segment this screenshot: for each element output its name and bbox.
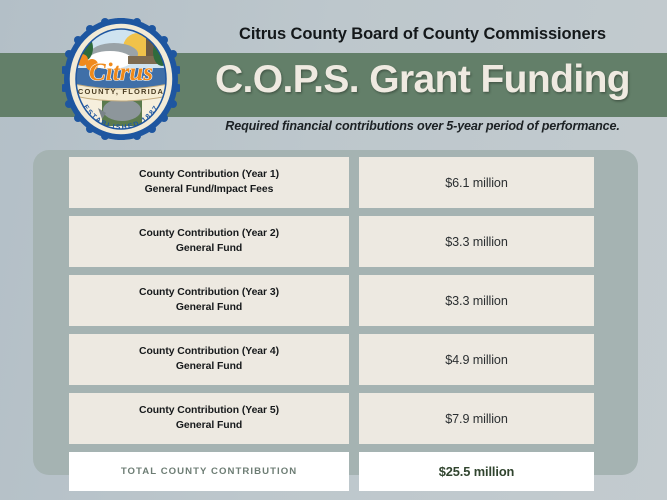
- row-label-cell: County Contribution (Year 5) General Fun…: [69, 393, 349, 444]
- header-text-block: Citrus County Board of County Commission…: [200, 0, 667, 150]
- row-label-line2: General Fund: [175, 360, 243, 372]
- total-label-text: TOTAL COUNTY CONTRIBUTION: [120, 466, 298, 477]
- funding-table-panel: County Contribution (Year 1) General Fun…: [33, 150, 638, 491]
- row-label-cell: County Contribution (Year 2) General Fun…: [69, 216, 349, 267]
- row-value-cell: $7.9 million: [359, 393, 594, 444]
- table-row: County Contribution (Year 5) General Fun…: [69, 393, 594, 444]
- row-label-cell: County Contribution (Year 4) General Fun…: [69, 334, 349, 385]
- organization-title: Citrus County Board of County Commission…: [239, 25, 606, 43]
- row-value-text: $3.3 million: [445, 234, 508, 249]
- svg-text:COUNTY, FLORIDA: COUNTY, FLORIDA: [78, 87, 164, 96]
- total-value-text: $25.5 million: [438, 464, 515, 479]
- row-value-cell: $4.9 million: [359, 334, 594, 385]
- row-label-line2: General Fund: [175, 242, 243, 254]
- row-label-text: County Contribution (Year 3) General Fun…: [139, 286, 279, 315]
- table-row: County Contribution (Year 1) General Fun…: [69, 157, 594, 208]
- row-label-line1: County Contribution (Year 4): [138, 346, 280, 358]
- row-label-line1: County Contribution (Year 3): [138, 287, 280, 299]
- row-label-line1: County Contribution (Year 1): [138, 169, 280, 181]
- total-value-cell: $25.5 million: [359, 452, 594, 491]
- row-value-text: $3.3 million: [445, 293, 508, 308]
- svg-text:Citrus: Citrus: [89, 59, 153, 86]
- row-value-text: $6.1 million: [445, 175, 508, 190]
- total-label-cell: TOTAL COUNTY CONTRIBUTION: [69, 452, 349, 491]
- row-label-line2: General Fund: [175, 419, 243, 431]
- row-label-text: County Contribution (Year 1) General Fun…: [139, 168, 279, 197]
- page-header: Citrus COUNTY, FLORIDA ★ ESTABLISHED 188…: [0, 0, 667, 150]
- row-value-text: $7.9 million: [445, 411, 508, 426]
- row-value-cell: $3.3 million: [359, 216, 594, 267]
- page-title: C.O.P.S. Grant Funding: [214, 58, 631, 101]
- table-row: County Contribution (Year 2) General Fun…: [69, 216, 594, 267]
- table-row: County Contribution (Year 3) General Fun…: [69, 275, 594, 326]
- row-label-text: County Contribution (Year 2) General Fun…: [139, 227, 279, 256]
- citrus-county-seal-icon: Citrus COUNTY, FLORIDA ★ ESTABLISHED 188…: [62, 18, 180, 140]
- row-label-cell: County Contribution (Year 1) General Fun…: [69, 157, 349, 208]
- row-label-text: County Contribution (Year 4) General Fun…: [139, 345, 279, 374]
- funding-table: County Contribution (Year 1) General Fun…: [69, 157, 594, 491]
- row-label-line1: County Contribution (Year 5): [138, 405, 280, 417]
- row-label-line2: General Fund: [175, 301, 243, 313]
- row-label-line1: County Contribution (Year 2): [138, 228, 280, 240]
- row-value-text: $4.9 million: [445, 352, 508, 367]
- table-total-row: TOTAL COUNTY CONTRIBUTION $25.5 million: [69, 452, 594, 491]
- row-label-line2: General Fund/Impact Fees: [144, 183, 274, 195]
- row-value-cell: $3.3 million: [359, 275, 594, 326]
- row-label-text: County Contribution (Year 5) General Fun…: [139, 404, 279, 433]
- table-row: County Contribution (Year 4) General Fun…: [69, 334, 594, 385]
- page-subtitle: Required financial contributions over 5-…: [225, 119, 620, 133]
- row-value-cell: $6.1 million: [359, 157, 594, 208]
- row-label-cell: County Contribution (Year 3) General Fun…: [69, 275, 349, 326]
